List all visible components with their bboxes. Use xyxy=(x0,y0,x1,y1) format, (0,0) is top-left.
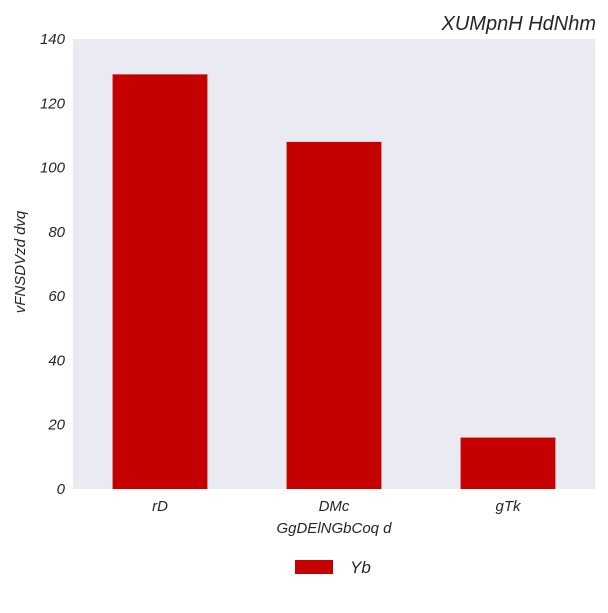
bar-dmc xyxy=(286,141,382,489)
y-tick-label: 80 xyxy=(48,224,65,241)
y-tick-label: 40 xyxy=(48,352,65,369)
y-tick-label: 120 xyxy=(40,95,66,112)
x-axis-label: GgDElNGbCoq d xyxy=(276,520,392,537)
y-tick-label: 0 xyxy=(57,481,66,498)
y-tick-label: 140 xyxy=(40,31,66,48)
x-tick-label: DMc xyxy=(319,498,350,515)
y-tick-label: 100 xyxy=(40,160,66,177)
y-axis-label: vFNSDVzd dvq xyxy=(12,210,29,313)
x-tick-label: rD xyxy=(152,498,168,515)
x-tick-label: gTk xyxy=(495,498,522,515)
y-tick-label: 20 xyxy=(47,417,65,434)
bar-rd xyxy=(112,74,208,489)
chart-title: XUMpnH HdNhm xyxy=(441,13,596,35)
legend-label-yb: Yb xyxy=(350,558,371,577)
y-tick-label: 60 xyxy=(48,288,65,305)
legend-swatch xyxy=(295,560,333,574)
legend: Yb xyxy=(295,558,371,577)
bar-gtk xyxy=(460,437,556,489)
